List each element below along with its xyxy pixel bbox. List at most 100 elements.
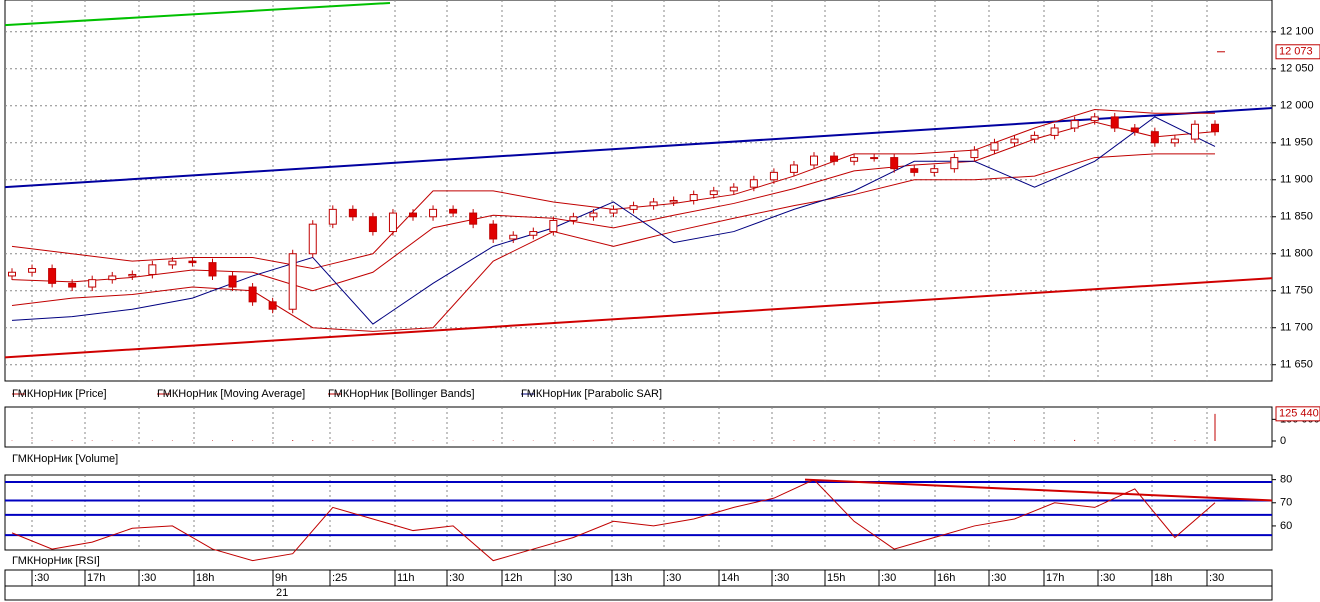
candle-body <box>689 194 698 201</box>
time-label: 17h <box>87 572 105 584</box>
candle-body <box>8 271 16 277</box>
candle-body <box>509 234 518 240</box>
time-label: :30 <box>991 572 1006 584</box>
time-label: 11h <box>397 572 415 584</box>
time-label: 17h <box>1046 572 1064 584</box>
candle-body <box>910 168 919 173</box>
candle-body <box>288 253 297 310</box>
time-label: 9h <box>275 572 287 584</box>
rsi-tick-label: 80 <box>1280 474 1292 486</box>
candle-body <box>830 155 839 162</box>
candle-body <box>68 282 77 288</box>
candle-body <box>549 219 558 233</box>
candle-body <box>1130 127 1139 133</box>
candle-body <box>850 157 859 162</box>
time-label: :30 <box>881 572 896 584</box>
candle-body <box>429 208 438 218</box>
trendline <box>4 107 1273 189</box>
volume-last-box <box>1275 406 1320 422</box>
time-label: :30 <box>141 572 156 584</box>
candle-body <box>970 149 979 159</box>
candle-body <box>729 186 738 192</box>
volume-last-label: 125 440 <box>1279 408 1319 420</box>
candle-body <box>629 205 638 210</box>
candle-body <box>529 231 538 236</box>
candle-body <box>789 164 798 173</box>
candle-body <box>1010 138 1019 144</box>
time-label: :30 <box>449 572 464 584</box>
candle-body <box>409 212 417 218</box>
candle-body <box>1211 123 1219 133</box>
last-price-label: 12 073 <box>1279 46 1313 58</box>
legend-label: ГМКНорНик [Price] <box>12 388 107 400</box>
candle-body <box>348 208 357 218</box>
time-label: 15h <box>827 572 845 584</box>
candle-body <box>870 157 879 160</box>
y-tick-label: 11 950 <box>1280 137 1313 149</box>
candle-body <box>489 223 498 240</box>
candle-body <box>388 212 397 233</box>
volume-tick-label: 0 <box>1280 435 1286 447</box>
candle-body <box>328 208 337 225</box>
rsi-tick-label: 60 <box>1280 520 1292 532</box>
rsi-tick-label: 70 <box>1280 497 1292 509</box>
time-label: :30 <box>774 572 789 584</box>
candle-body <box>569 216 578 221</box>
candle-body <box>208 262 217 277</box>
candle-body <box>148 264 157 275</box>
y-tick-label: 11 900 <box>1280 174 1313 186</box>
legend-label: ГМКНорНик [Bollinger Bands] <box>328 388 475 400</box>
indicator-line <box>11 153 1215 332</box>
candle-body <box>469 212 478 225</box>
y-tick-label: 11 700 <box>1280 322 1313 334</box>
time-label: :30 <box>1209 572 1224 584</box>
candle-body <box>669 199 678 203</box>
time-label: 18h <box>196 572 214 584</box>
candle-body <box>1190 123 1199 140</box>
candle-body <box>188 260 197 264</box>
candle-body <box>308 223 317 255</box>
candle-body <box>248 286 257 303</box>
candle-body <box>589 212 598 218</box>
candle-body <box>88 279 97 288</box>
y-tick-label: 12 050 <box>1280 63 1314 75</box>
candle-body <box>128 273 137 277</box>
y-tick-label: 11 800 <box>1280 248 1313 260</box>
price-panel <box>4 0 1273 382</box>
candle-body <box>228 275 237 288</box>
time-label: :30 <box>666 572 681 584</box>
time-label: 13h <box>614 572 632 584</box>
candle-body <box>1110 116 1119 129</box>
date-label: 21 <box>276 587 288 599</box>
candle-body <box>649 201 658 207</box>
volume-panel <box>4 406 1273 448</box>
indicator-line <box>11 116 1216 325</box>
candle-body <box>368 216 377 233</box>
rsi-title: ГМКНорНик [RSI] <box>12 555 100 567</box>
candle-body <box>1170 138 1179 144</box>
candle-body <box>930 168 939 173</box>
candle-body <box>709 190 718 196</box>
candle-body <box>990 142 999 151</box>
time-label: :30 <box>34 572 49 584</box>
candle-body <box>1150 131 1159 144</box>
candle-body <box>48 268 57 284</box>
candle-body <box>810 155 818 166</box>
candle-body <box>1090 116 1099 122</box>
candle-body <box>168 260 177 266</box>
time-label: :30 <box>557 572 572 584</box>
legend-label: ГМКНорНик [Parabolic SAR] <box>521 388 662 400</box>
time-label: :25 <box>332 572 347 584</box>
rsi-trendline <box>804 478 1273 502</box>
time-label: 14h <box>721 572 739 584</box>
y-tick-label: 12 100 <box>1280 26 1314 38</box>
candle-body <box>749 179 758 188</box>
y-tick-label: 11 650 <box>1280 359 1313 371</box>
candle-body <box>449 208 458 214</box>
last-price-box <box>1275 44 1320 60</box>
candle-body <box>108 275 117 281</box>
candle-body <box>1070 120 1079 129</box>
trendline <box>4 1 391 27</box>
